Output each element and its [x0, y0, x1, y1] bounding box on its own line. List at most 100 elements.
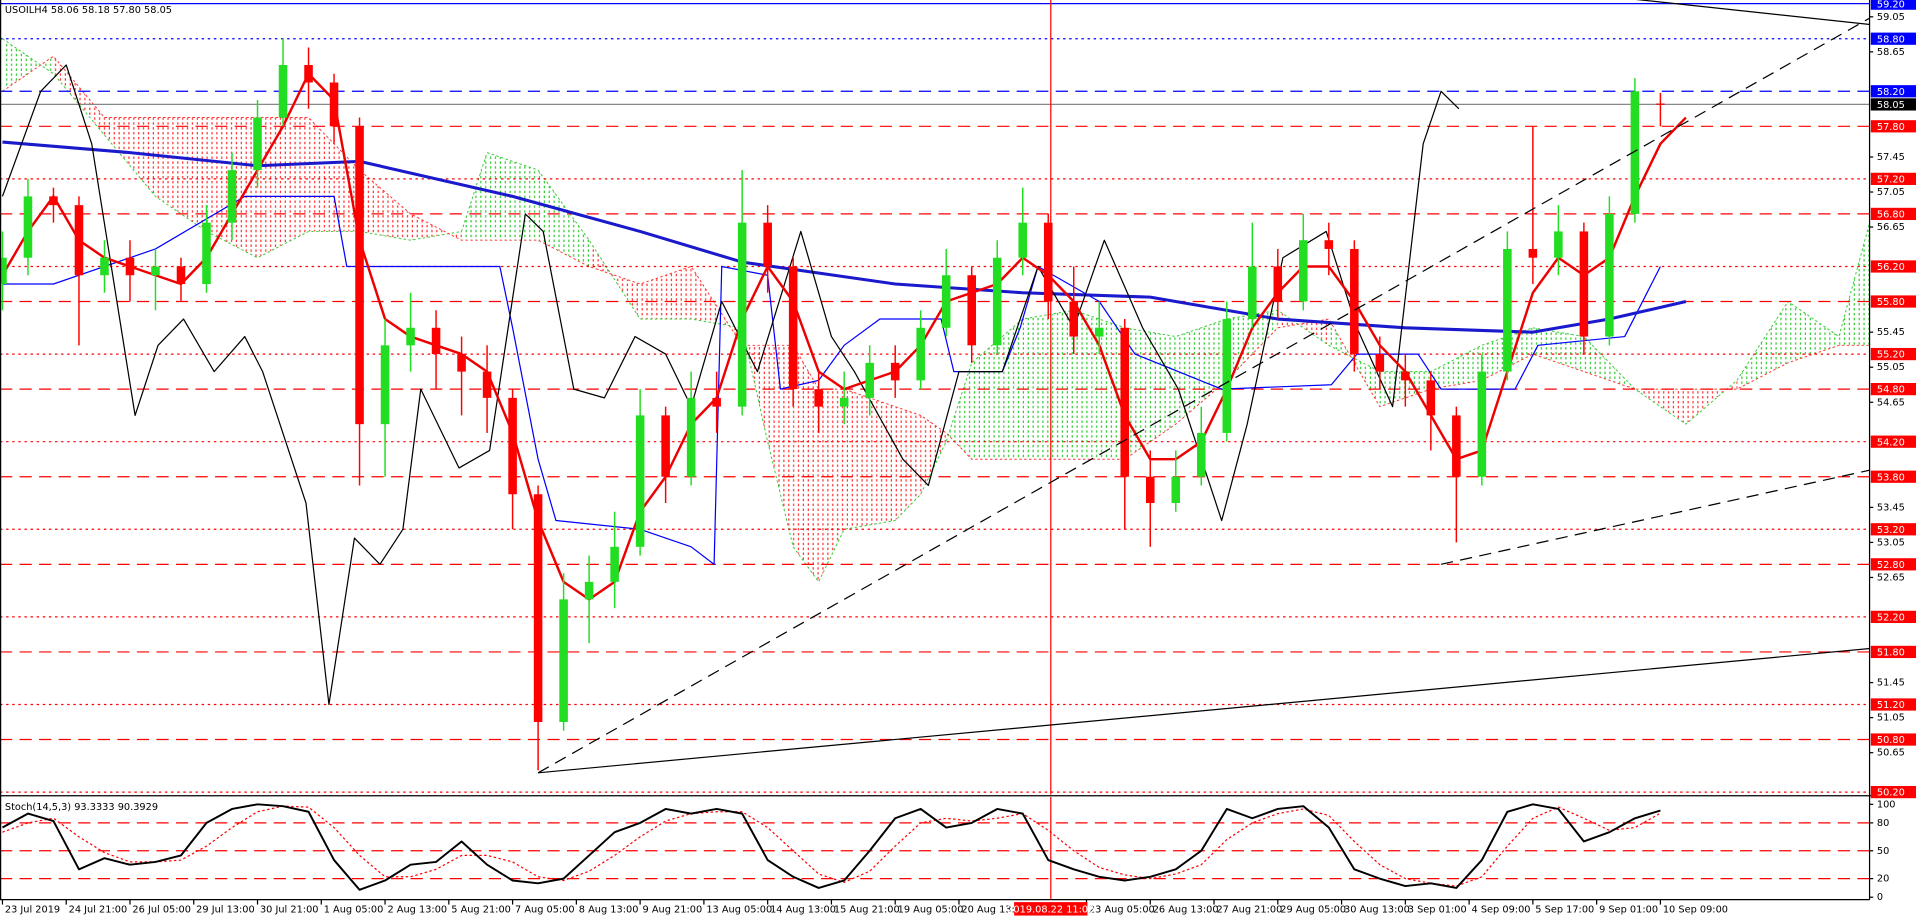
- cloud-segment: [410, 213, 462, 241]
- candle-body: [1630, 91, 1640, 214]
- cloud-segment: [1787, 301, 1839, 363]
- y-tick-label: 57.45: [1877, 152, 1905, 163]
- level-label: 52.80: [1877, 560, 1905, 571]
- x-tick-label: 23 Jul 2019: [5, 904, 60, 915]
- level-label-box: [1870, 120, 1916, 133]
- candle-body: [508, 397, 517, 495]
- candle-body: [1401, 371, 1410, 381]
- candle-body: [253, 117, 262, 171]
- level-label-box: [1870, 85, 1916, 98]
- cloud-segment: [640, 266, 692, 320]
- level-label-box: [1870, 383, 1916, 396]
- y-tick-label: 55.45: [1877, 327, 1905, 338]
- candle-body: [355, 126, 364, 425]
- level-label-box: [1870, 645, 1916, 659]
- candle-body: [1605, 213, 1614, 337]
- stoch-tick-label: 50: [1877, 846, 1889, 857]
- y-tick-label: 54.65: [1877, 397, 1905, 408]
- chart-title: USOILH4 58.06 58.18 57.80 58.05: [5, 5, 172, 16]
- level-label-box: [1870, 207, 1916, 221]
- x-tick-label: 30 Aug 13:00: [1344, 904, 1410, 915]
- x-tick-label: 15 Aug 21:00: [834, 904, 900, 915]
- level-label: 57.80: [1877, 122, 1905, 133]
- candle-body: [1324, 240, 1334, 249]
- y-tick-label: 50.65: [1877, 748, 1905, 759]
- candle-body: [1503, 248, 1512, 372]
- x-tick-label: 23 Aug 05:00: [1089, 904, 1155, 915]
- candle-body: [380, 345, 390, 425]
- candle-body: [1018, 222, 1028, 258]
- x-tick-label: 9 Sep 01:00: [1599, 904, 1658, 915]
- x-tick-label: 19 Aug 05:00: [898, 904, 964, 915]
- candle-body: [584, 581, 594, 600]
- candle-body: [74, 205, 84, 276]
- y-tick-label: 51.45: [1877, 678, 1905, 689]
- trendline: [1635, 0, 1870, 26]
- candle-body: [23, 196, 33, 258]
- x-tick-label: 5 Aug 21:00: [451, 904, 511, 915]
- level-label: 55.80: [1877, 297, 1905, 308]
- candle-body: [457, 354, 466, 372]
- candle-body: [610, 546, 619, 582]
- candle-body: [992, 257, 1002, 346]
- cloud-segment: [818, 389, 845, 582]
- stochastic-label: Stoch(14,5,3) 93.3333 90.3929: [5, 802, 158, 813]
- cloud-segment: [1175, 319, 1227, 425]
- candle-body: [1656, 103, 1665, 105]
- x-tick-label: 24 Jul 21:00: [69, 904, 128, 915]
- candle-body: [1477, 371, 1487, 477]
- cloud-segment: [2, 38, 54, 92]
- indicator-line: [2, 140, 1687, 334]
- x-tick-label: 2 Aug 13:00: [387, 904, 447, 915]
- level-label-box: [1870, 558, 1916, 571]
- x-tick-label: 9 Aug 21:00: [643, 904, 703, 915]
- x-tick-label: 29 Jul 13:00: [196, 904, 255, 915]
- candle-body: [533, 494, 543, 723]
- indicator-line: [2, 805, 1661, 887]
- candle-body: [202, 222, 211, 284]
- level-label: 54.20: [1877, 437, 1905, 448]
- indicator-line: [1, 803, 1661, 891]
- x-tick-label: 5 Sep 17:00: [1535, 904, 1594, 915]
- x-tick-label: 10 Sep 09:00: [1663, 904, 1728, 915]
- level-label: 56.80: [1877, 210, 1905, 221]
- cloud-span: [2, 38, 1870, 583]
- level-label: 51.80: [1877, 648, 1905, 659]
- crosshair-label: 2019.08.22 11:00: [1007, 904, 1094, 915]
- level-label: 50.80: [1877, 735, 1905, 746]
- x-tick-label: 4 Sep 09:00: [1472, 904, 1531, 915]
- candle-body: [661, 415, 670, 477]
- y-tick-label: 56.65: [1877, 222, 1905, 233]
- y-tick-label: 52.65: [1877, 572, 1905, 583]
- cloud-segment: [793, 345, 819, 582]
- level-label: 52.20: [1877, 612, 1905, 623]
- candle-body: [431, 327, 441, 355]
- level-label: 58.05: [1877, 100, 1905, 111]
- candle-body: [329, 82, 339, 127]
- trendline: [537, 17, 1870, 774]
- level-label: 59.20: [1877, 0, 1905, 10]
- x-tick-label: 29 Aug 05:00: [1280, 904, 1346, 915]
- indicator-line: [1, 64, 1460, 706]
- candle-body: [712, 397, 721, 407]
- candle-body: [839, 397, 849, 407]
- y-tick-label: 59.05: [1877, 12, 1905, 23]
- candle-body: [227, 170, 237, 223]
- x-tick-label: 27 Aug 21:00: [1216, 904, 1282, 915]
- level-label-box: [1870, 32, 1916, 45]
- level-label: 54.80: [1877, 385, 1905, 396]
- candle-body: [0, 257, 7, 284]
- x-tick-label: 14 Aug 13:00: [770, 904, 836, 915]
- candle-body: [1426, 380, 1436, 416]
- cloud-segment: [742, 327, 768, 442]
- level-label: 55.20: [1877, 350, 1905, 361]
- cloud-segment: [1736, 301, 1788, 390]
- stoch-tick-label: 80: [1877, 818, 1889, 829]
- candle-body: [49, 196, 58, 206]
- candle-body: [125, 257, 135, 276]
- y-tick-label: 53.05: [1877, 537, 1905, 548]
- y-tick-label: 58.65: [1877, 47, 1905, 58]
- level-label: 56.20: [1877, 262, 1905, 273]
- cloud-segment: [946, 362, 972, 460]
